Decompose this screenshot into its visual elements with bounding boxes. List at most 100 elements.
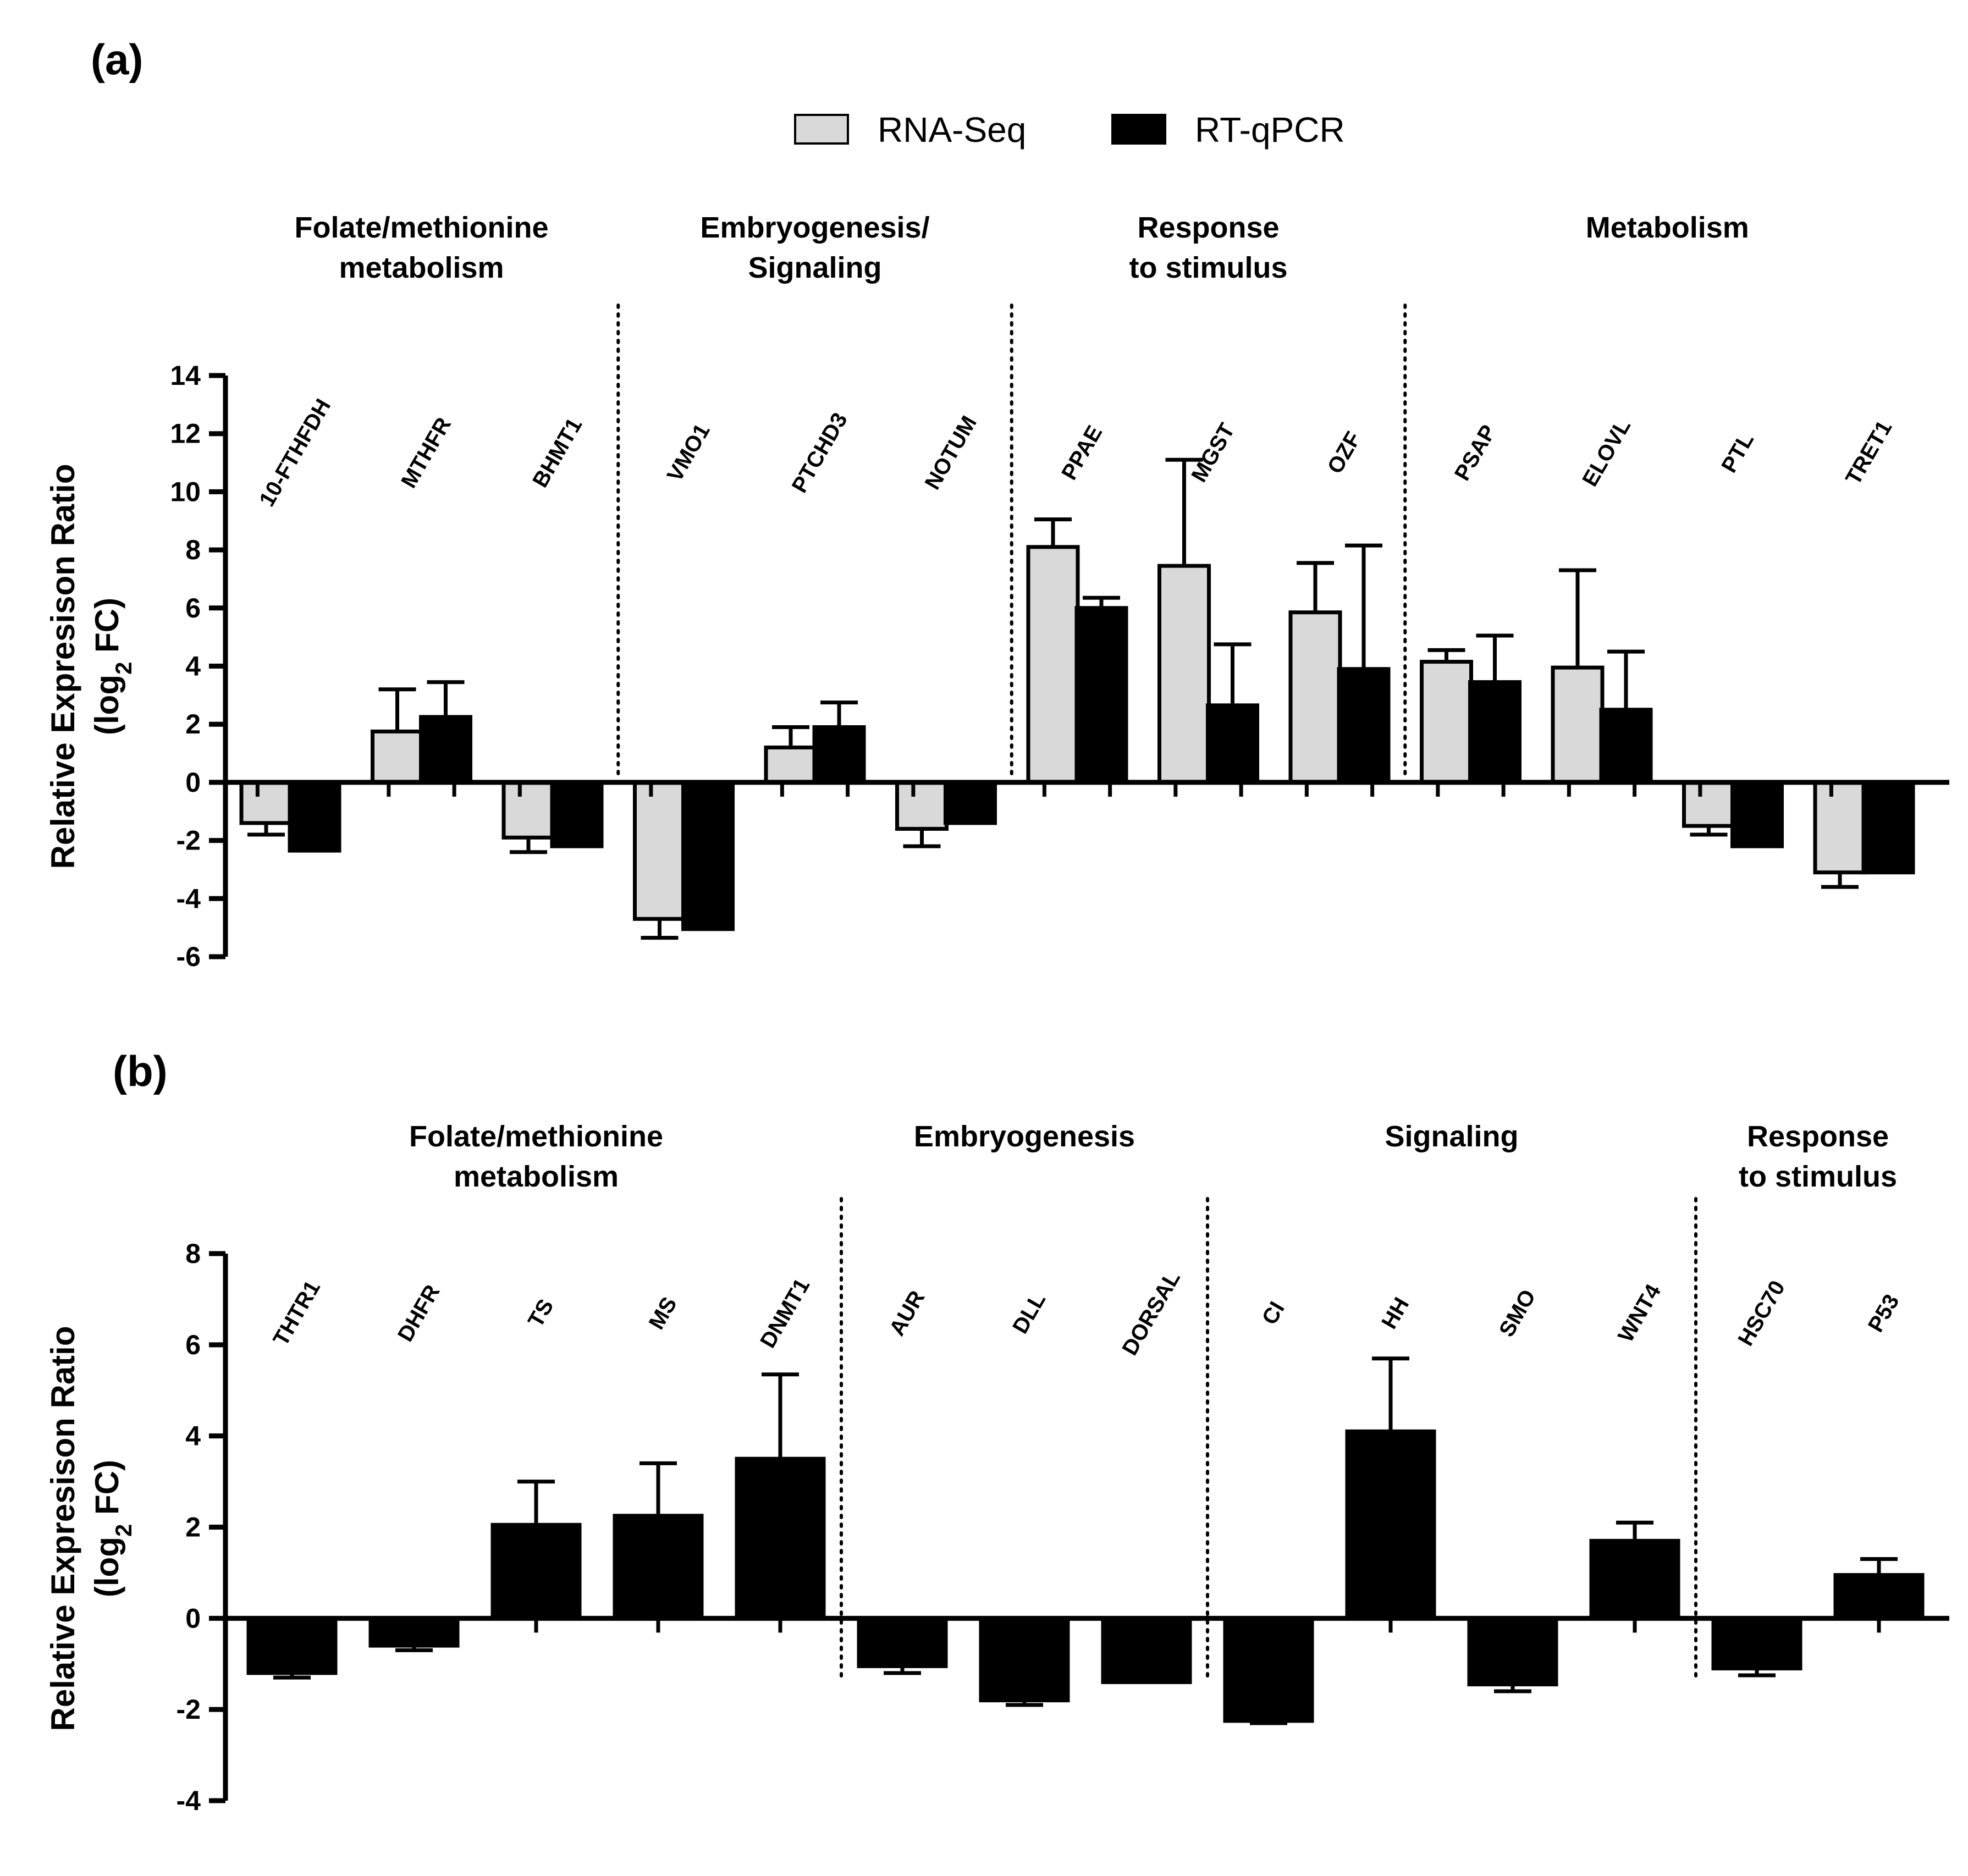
bar-dnmt1-rt-qpcr <box>735 1456 826 1620</box>
group-label-metabolism: Metabolism <box>1586 211 1749 244</box>
y-tick-label: 4 <box>185 651 201 682</box>
bar-mthfr-rt-qpcr <box>419 715 472 785</box>
y-tick-label: -6 <box>177 941 201 972</box>
gene-label-ppae: PPAE <box>1057 422 1107 484</box>
bar-ppae-rt-qpcr <box>1074 606 1128 785</box>
bar-mthfr-rna-seq <box>371 729 424 785</box>
bar-ptchd3-rt-qpcr <box>812 725 866 785</box>
bar-tret1-rt-qpcr <box>1861 780 1915 875</box>
y-axis-title-line1: Relative Expresison Ratio <box>45 464 81 869</box>
y-tick-label: -4 <box>177 1785 201 1816</box>
y-tick-label: 4 <box>185 1421 201 1452</box>
y-axis-title-line2: (log2 FC) <box>89 1460 136 1597</box>
gene-label-ozf: OZF <box>1323 428 1366 478</box>
y-tick-label: 14 <box>170 360 201 391</box>
y-tick-label: -2 <box>177 1694 201 1725</box>
y-tick-label: 8 <box>185 1238 201 1269</box>
group-label-response-to-stimulus: to stimulus <box>1129 251 1287 284</box>
bar-10-fthfdh-rna-seq <box>239 780 293 825</box>
gene-label-dnmt1: DNMT1 <box>756 1274 814 1352</box>
bar-vmo1-rna-seq <box>633 780 686 921</box>
gene-label-dorsal: DORSAL <box>1117 1267 1185 1359</box>
gene-label-notum: NOTUM <box>920 412 982 494</box>
gene-label-ptl: PTL <box>1717 429 1758 477</box>
gene-label-psap: PSAP <box>1450 421 1501 484</box>
bar-elovl-rt-qpcr <box>1599 708 1653 785</box>
y-tick-label: 0 <box>185 1603 201 1634</box>
panel-label: (a) <box>91 35 143 84</box>
bar-mgst-rt-qpcr <box>1206 703 1259 785</box>
legend-swatch-rt-qpcr <box>1111 114 1166 145</box>
y-tick-label: 0 <box>185 767 201 798</box>
group-label-folate-methionine-metabolism: Folate/methionine <box>409 1120 663 1153</box>
bar-bhmt1-rt-qpcr <box>550 780 604 848</box>
y-axis-title-line2: (log2 FC) <box>89 598 136 735</box>
group-label-embryogenesis-signaling: Embryogenesis/ <box>700 211 929 244</box>
gene-label-mthfr: MTHFR <box>396 413 456 492</box>
bar-ptl-rt-qpcr <box>1730 780 1784 848</box>
y-tick-label: 8 <box>185 534 201 565</box>
group-label-embryogenesis-signaling: Signaling <box>748 251 882 284</box>
group-label-folate-methionine-metabolism: metabolism <box>339 251 504 284</box>
gene-label-vmo1: VMO1 <box>663 420 715 485</box>
y-axis-title-subscript: 2 <box>111 1524 136 1537</box>
group-label-response-to-stimulus: to stimulus <box>1739 1160 1897 1193</box>
bar-10-fthfdh-rt-qpcr <box>288 780 341 853</box>
bar-psap-rt-qpcr <box>1468 680 1522 785</box>
panel-label: (b) <box>113 1047 168 1095</box>
gene-label-smo: SMO <box>1495 1285 1541 1341</box>
legend-label-rna-seq: RNA-Seq <box>878 110 1026 150</box>
gene-label-dhfr: DHFR <box>393 1281 445 1345</box>
legend: RNA-Seq RT-qPCR <box>794 110 1345 150</box>
y-tick-label: 10 <box>170 476 201 507</box>
gene-label-hh: HH <box>1377 1293 1414 1333</box>
y-axis-title-tail: FC) <box>89 598 125 662</box>
gene-label-elovl: ELOVL <box>1578 415 1635 490</box>
bar-ozf-rt-qpcr <box>1337 667 1391 785</box>
group-label-response-to-stimulus: Response <box>1137 211 1279 244</box>
y-tick-label: 2 <box>185 1512 201 1543</box>
bar-notum-rt-qpcr <box>944 780 997 825</box>
gene-label-p53: P53 <box>1864 1290 1904 1337</box>
legend-label-rt-qpcr: RT-qPCR <box>1195 110 1345 150</box>
y-tick-label: -2 <box>177 825 201 856</box>
y-tick-label: 2 <box>185 709 201 740</box>
group-label-signaling: Signaling <box>1385 1120 1519 1153</box>
bar-notum-rna-seq <box>895 780 949 831</box>
bar-mgst-rna-seq <box>1157 564 1211 785</box>
gene-label-ptchd3: PTCHD3 <box>787 409 852 497</box>
y-tick-label: 6 <box>185 1329 201 1360</box>
bar-ptchd3-rna-seq <box>764 745 818 785</box>
bar-ms-rt-qpcr <box>613 1514 704 1620</box>
bar-ozf-rna-seq <box>1288 610 1342 785</box>
gene-label-bhmt1: BHMT1 <box>528 414 587 492</box>
group-label-folate-methionine-metabolism: metabolism <box>454 1160 619 1193</box>
y-axis-title-subscript: 2 <box>111 662 136 675</box>
group-label-response-to-stimulus: Response <box>1747 1120 1889 1153</box>
bar-p53-rt-qpcr <box>1833 1573 1925 1620</box>
gene-label-10-fthfdh: 10-FTHFDH <box>255 395 335 511</box>
gene-label-ci: CI <box>1258 1298 1289 1329</box>
y-tick-label: 12 <box>170 418 201 449</box>
bar-wnt4-rt-qpcr <box>1589 1538 1680 1620</box>
bar-hh-rt-qpcr <box>1345 1429 1436 1620</box>
y-axis-title-log: (log <box>89 1537 125 1597</box>
bar-ptl-rna-seq <box>1682 780 1735 828</box>
y-axis-title-line1: Relative Expresison Ratio <box>45 1326 81 1731</box>
legend-swatch-rna-seq <box>794 114 849 145</box>
gene-label-ts: TS <box>523 1295 559 1331</box>
chart-panel-b: (b)Relative Expresison Ratio (log2 FC)-4-… <box>45 1047 1949 1816</box>
chart-panel-a: (a) Relative Expresison Ratio (log2 FC) -6 -… <box>45 35 1949 972</box>
bar-tret1-rna-seq <box>1813 780 1867 875</box>
y-tick-label: -4 <box>177 883 201 914</box>
gene-label-aur: AUR <box>885 1287 929 1340</box>
y-axis-title-tail: FC) <box>89 1460 125 1524</box>
bar-psap-rna-seq <box>1420 660 1473 785</box>
bar-ppae-rna-seq <box>1026 545 1080 785</box>
group-label-embryogenesis: Embryogenesis <box>914 1120 1135 1153</box>
bar-ci-rt-qpcr <box>1223 1616 1314 1723</box>
gene-label-dll: DLL <box>1008 1289 1050 1338</box>
gene-label-thtr1: THTR1 <box>268 1277 325 1350</box>
gene-label-ms: MS <box>644 1293 682 1334</box>
